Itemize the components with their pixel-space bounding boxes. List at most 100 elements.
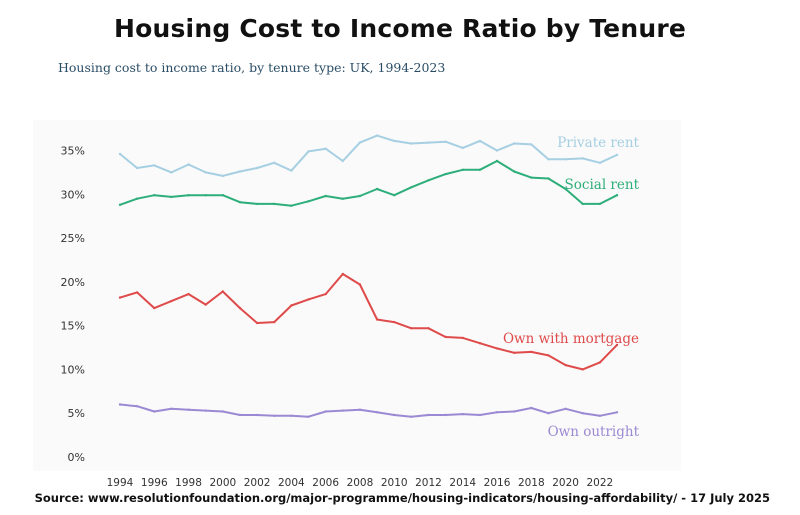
data-point-own-outright [341,409,344,412]
data-point-own-outright [135,405,139,408]
data-point-social-rent [290,204,293,207]
x-axis: 1994 1996 1998 2000 2002 2004 2006 2008 2010 2012… [107,477,614,489]
data-point-own-with-mortgage [153,306,156,310]
x-tick-label: 2006 [312,477,339,489]
data-point-social-rent [495,159,499,163]
data-point-social-rent [393,194,396,197]
data-point-private-rent [204,171,207,174]
data-point-private-rent [564,158,567,161]
data-point-own-outright [495,411,499,414]
data-point-own-with-mortgage [255,321,259,325]
data-point-own-with-mortgage [375,318,379,321]
data-point-social-rent [615,194,619,197]
data-point-own-with-mortgage [307,298,310,301]
data-point-own-outright [513,410,516,413]
data-point-own-outright [581,412,584,415]
data-point-private-rent [135,166,139,170]
x-tick-label: 2018 [518,477,545,489]
data-point-social-rent [204,194,207,197]
data-point-own-with-mortgage [495,347,499,350]
data-point-social-rent [221,194,224,197]
data-point-private-rent [238,170,242,173]
data-point-private-rent [221,174,224,178]
data-point-own-with-mortgage [135,291,139,294]
data-point-private-rent [307,150,310,153]
data-point-private-rent [530,143,533,146]
data-point-own-outright [615,411,619,414]
data-point-own-with-mortgage [478,342,482,345]
series-label-own-with-mortgage: Own with mortgage [503,331,639,347]
data-point-private-rent [118,152,122,156]
data-point-social-rent [547,177,550,180]
data-point-private-rent [615,153,619,157]
data-point-private-rent [187,163,190,166]
x-tick-label: 1996 [141,477,168,489]
data-point-private-rent [255,166,259,170]
data-point-social-rent [307,200,310,203]
data-point-social-rent [135,197,139,200]
x-tick-label: 2008 [347,477,374,489]
x-tick-label: 2000 [209,477,236,489]
data-point-social-rent [324,194,327,198]
data-point-own-outright [118,403,122,406]
data-point-own-outright [547,412,550,415]
chart-subtitle: Housing cost to income ratio, by tenure … [58,60,446,75]
data-point-private-rent [393,139,396,143]
data-point-own-with-mortgage [513,351,516,354]
data-point-own-with-mortgage [238,306,242,310]
data-point-own-outright [564,407,567,410]
x-tick-label: 2016 [484,477,511,489]
data-point-own-with-mortgage [530,350,533,354]
data-point-social-rent [341,197,344,200]
data-point-social-rent [118,203,122,206]
data-point-own-with-mortgage [444,335,447,339]
data-point-private-rent [581,157,584,160]
data-point-own-with-mortgage [170,299,173,303]
y-tick-label: 20% [61,276,85,289]
data-point-social-rent [530,176,533,179]
data-point-own-with-mortgage [290,304,293,307]
series-label-own-outright: Own outright [548,424,640,440]
data-point-private-rent [444,140,447,143]
data-point-own-outright [307,415,310,418]
data-point-private-rent [290,169,293,172]
series-label-social-rent: Social rent [565,177,640,193]
y-tick-label: 10% [61,363,85,376]
x-tick-label: 2020 [552,477,579,489]
data-point-private-rent [495,149,499,152]
y-axis: 0% 5% 10% 15% 20% 25% 30% 35% [61,145,85,465]
data-point-own-outright [153,410,156,413]
data-point-social-rent [444,172,447,176]
series-labels: Private rent Social rent Own with mortgage… [503,135,640,440]
series-line-private-rent [119,134,618,177]
data-point-own-with-mortgage [547,354,550,357]
data-point-private-rent [273,161,276,164]
data-point-own-with-mortgage [324,292,327,296]
data-point-social-rent [358,194,362,198]
x-tick-label: 2022 [586,477,613,489]
data-point-own-outright [358,408,362,411]
data-point-own-outright [598,414,602,417]
series-line-social-rent [119,160,618,207]
data-point-social-rent [255,202,259,206]
chart-title: Housing Cost to Income Ratio by Tenure [113,14,687,43]
data-point-private-rent [513,142,516,145]
data-point-private-rent [478,139,482,143]
data-point-own-outright [204,409,207,412]
data-point-private-rent [341,159,344,163]
series-line-own-outright [119,403,618,418]
data-point-private-rent [461,146,464,150]
data-point-own-outright [238,413,242,417]
data-point-own-with-mortgage [461,336,464,340]
series-label-private-rent: Private rent [557,135,639,151]
data-point-private-rent [547,158,550,161]
data-point-social-rent [170,195,173,199]
y-tick-label: 0% [68,451,85,464]
y-tick-label: 5% [68,407,85,420]
data-point-own-outright [461,412,464,416]
data-point-social-rent [427,179,430,182]
data-point-own-outright [393,413,396,417]
x-tick-label: 2010 [381,477,408,489]
data-point-social-rent [153,194,156,197]
